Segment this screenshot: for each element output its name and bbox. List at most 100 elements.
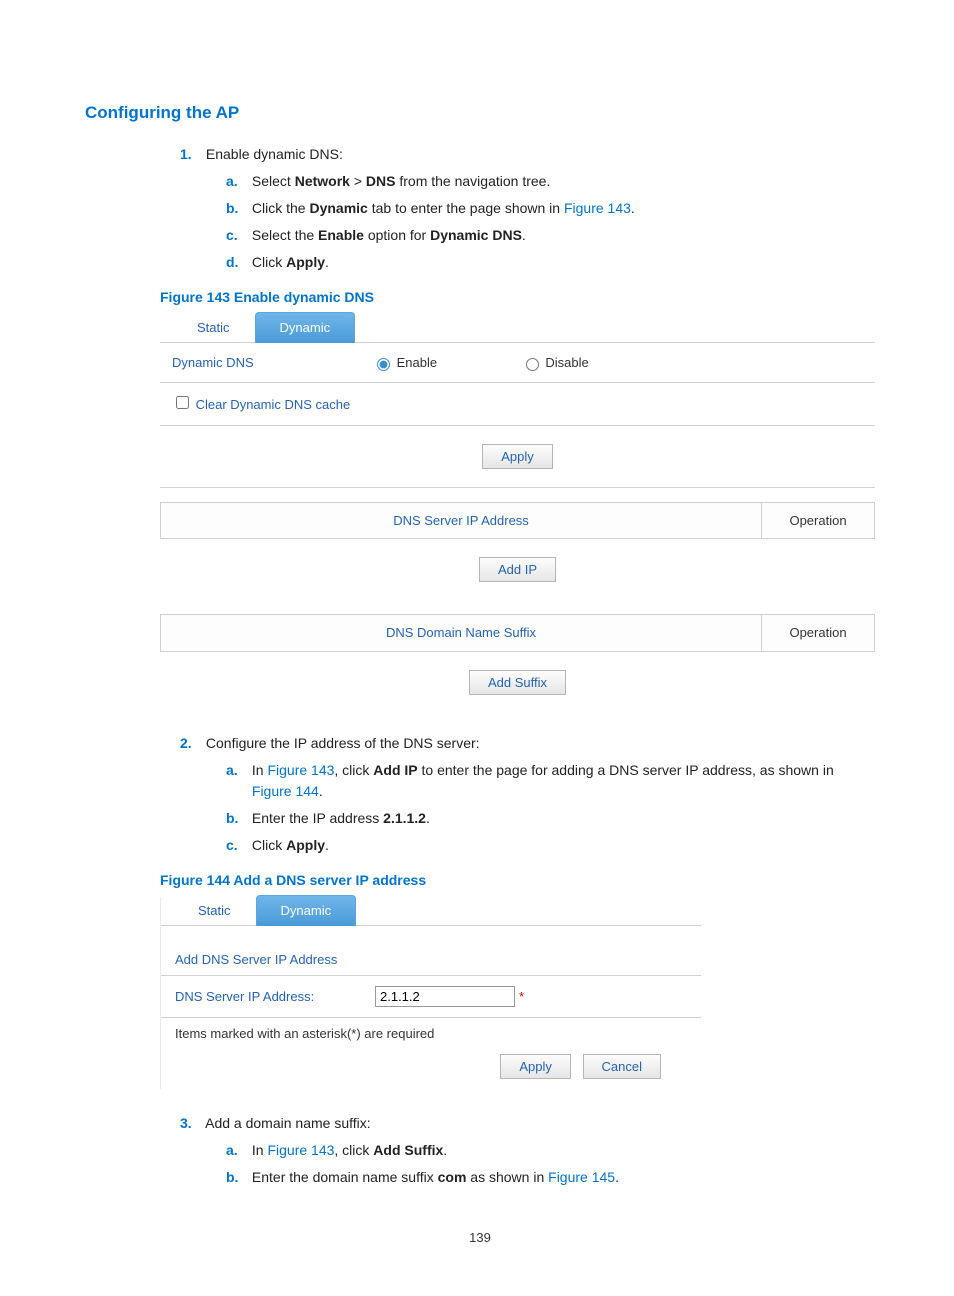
step-1d-body: Click Apply. [252,252,872,273]
bold-add-ip: Add IP [373,762,417,778]
col-operation-2: Operation [762,615,875,652]
enable-label: Enable [397,355,437,370]
col-dns-suffix: DNS Domain Name Suffix [161,615,762,652]
step-2b-letter: b. [226,808,248,829]
tab-dynamic[interactable]: Dynamic [255,312,356,343]
text: Click [252,254,286,270]
required-note: Items marked with an asterisk(*) are req… [161,1018,701,1050]
step-3-text: Add a domain name suffix: [205,1115,371,1131]
figure-143-screenshot: Static Dynamic Dynamic DNS Enable Disabl… [160,314,875,713]
step-2-text: Configure the IP address of the DNS serv… [206,735,480,751]
text: . [631,200,635,216]
step-3b-letter: b. [226,1167,248,1188]
link-figure-143[interactable]: Figure 143 [267,1142,334,1158]
step-2b-body: Enter the IP address 2.1.1.2. [252,808,872,829]
bold-enable: Enable [318,227,364,243]
text: . [426,810,430,826]
step-3b: b. Enter the domain name suffix com as s… [226,1167,875,1188]
text: option for [364,227,430,243]
step-2b: b. Enter the IP address 2.1.1.2. [226,808,875,829]
disable-radio[interactable] [526,358,539,371]
tab-static-144[interactable]: Static [173,895,256,926]
step-1a: a. Select Network > DNS from the navigat… [226,171,875,192]
required-asterisk: * [519,987,524,1007]
enable-option[interactable]: Enable [372,355,437,370]
dynamic-dns-row: Dynamic DNS Enable Disable [160,343,875,384]
step-2a: a. In Figure 143, click Add IP to enter … [226,760,875,802]
text: . [319,783,323,799]
step-1c-letter: c. [226,225,248,246]
bold-add-suffix: Add Suffix [373,1142,443,1158]
tab-static[interactable]: Static [172,312,255,343]
figure-143-caption: Figure 143 Enable dynamic DNS [160,287,875,308]
text: In [252,1142,268,1158]
dynamic-dns-label: Dynamic DNS [172,353,372,373]
step-1c-body: Select the Enable option for Dynamic DNS… [252,225,872,246]
link-figure-143[interactable]: Figure 143 [564,200,631,216]
section-title-add-ip: Add DNS Server IP Address [161,926,701,977]
page-number: 139 [85,1228,875,1248]
text: tab to enter the page shown in [368,200,564,216]
col-operation: Operation [762,502,875,539]
text: Select the [252,227,318,243]
dns-server-table: DNS Server IP Address Operation [160,502,875,540]
step-3a: a. In Figure 143, click Add Suffix. [226,1140,875,1161]
link-figure-143[interactable]: Figure 143 [267,762,334,778]
bold-apply: Apply [286,837,325,853]
text: . [325,254,329,270]
step-1-text: Enable dynamic DNS: [206,146,343,162]
text: . [325,837,329,853]
bold-ip: 2.1.1.2 [383,810,426,826]
bold-apply: Apply [286,254,325,270]
link-figure-144[interactable]: Figure 144 [252,783,319,799]
button-row: Apply Cancel [161,1050,701,1089]
clear-cache-option[interactable]: Clear Dynamic DNS cache [172,393,350,415]
step-2c: c. Click Apply. [226,835,875,856]
text: , click [334,762,373,778]
disable-label: Disable [545,355,588,370]
step-1b: b. Click the Dynamic tab to enter the pa… [226,198,875,219]
bold-com: com [438,1169,467,1185]
step-2c-letter: c. [226,835,248,856]
text: . [522,227,526,243]
text: from the navigation tree. [395,173,550,189]
tabs: Static Dynamic [160,314,875,343]
apply-button[interactable]: Apply [482,444,553,469]
step-1a-letter: a. [226,171,248,192]
step-1d-letter: d. [226,252,248,273]
text: Enter the domain name suffix [252,1169,438,1185]
step-1c: c. Select the Enable option for Dynamic … [226,225,875,246]
disable-option[interactable]: Disable [521,355,589,370]
bold-dns: DNS [366,173,396,189]
add-suffix-button[interactable]: Add Suffix [469,670,566,695]
step-3a-body: In Figure 143, click Add Suffix. [252,1140,872,1161]
bold-dynamic: Dynamic [309,200,367,216]
text: . [443,1142,447,1158]
link-figure-145[interactable]: Figure 145 [548,1169,615,1185]
col-dns-server-ip: DNS Server IP Address [161,502,762,539]
cancel-button-144[interactable]: Cancel [583,1054,661,1079]
text: Click the [252,200,310,216]
dns-suffix-table: DNS Domain Name Suffix Operation [160,614,875,652]
bold-network: Network [295,173,350,189]
apply-button-144[interactable]: Apply [500,1054,571,1079]
enable-radio[interactable] [377,358,390,371]
text: Enter the IP address [252,810,383,826]
step-2-number: 2. [180,733,202,754]
step-2c-body: Click Apply. [252,835,872,856]
clear-cache-checkbox[interactable] [176,396,189,409]
tab-dynamic-144[interactable]: Dynamic [256,895,357,926]
step-1d: d. Click Apply. [226,252,875,273]
add-ip-row: Add IP [160,539,875,600]
step-1b-body: Click the Dynamic tab to enter the page … [252,198,872,219]
step-2a-letter: a. [226,760,248,781]
apply-row: Apply [160,426,875,488]
add-ip-button[interactable]: Add IP [479,557,556,582]
ip-input[interactable] [375,986,515,1007]
bold-dynamic-dns: Dynamic DNS [430,227,522,243]
clear-cache-label: Clear Dynamic DNS cache [196,397,351,412]
step-1: 1. Enable dynamic DNS: a. Select Network… [180,144,875,273]
text: > [350,173,366,189]
tabs-144: Static Dynamic [161,897,701,926]
figure-144-screenshot: Static Dynamic Add DNS Server IP Address… [160,897,701,1089]
